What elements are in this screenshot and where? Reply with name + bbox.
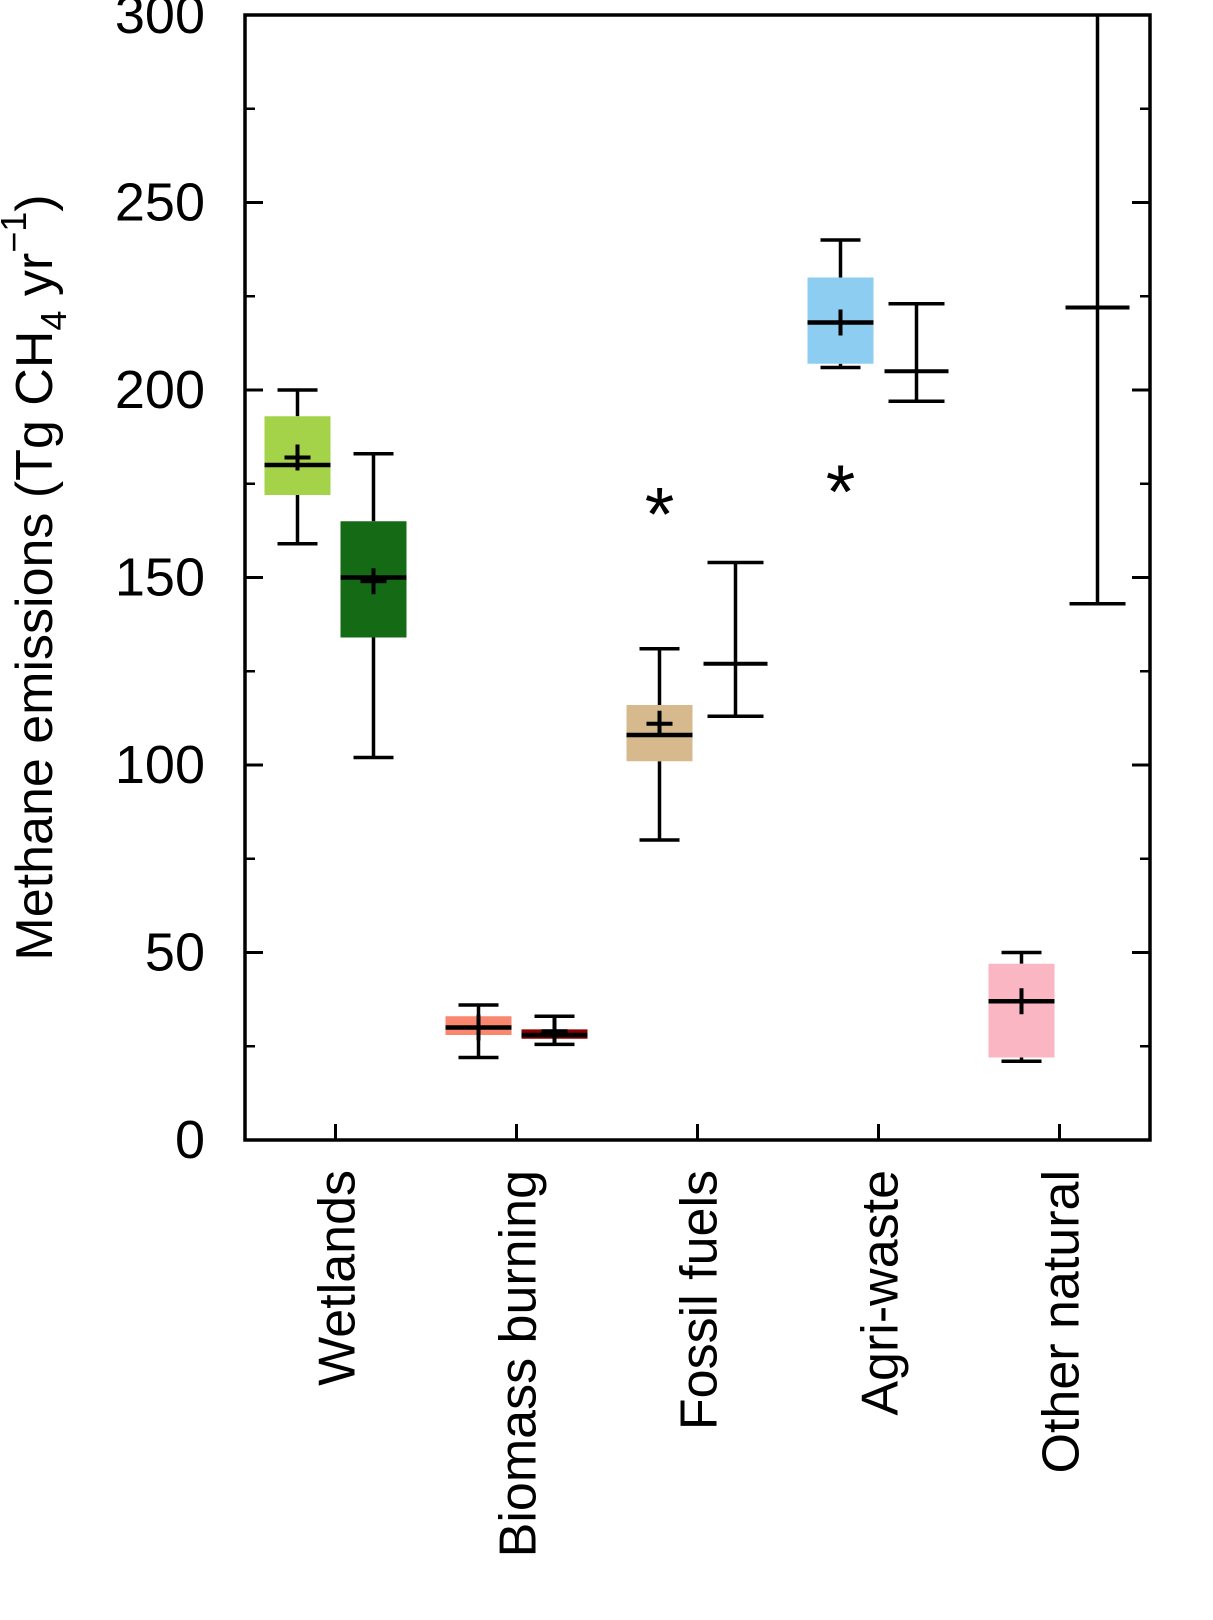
boxplot-biomass-burning-2 [521, 1014, 588, 1047]
y-axis-title: Methane emissions (Tg CH4 yr−1) [0, 194, 74, 960]
errorbar-agri-waste-2 [884, 302, 949, 403]
plot-frame [243, 13, 1152, 1142]
significance-star-agri-waste: * [826, 450, 856, 535]
errorbar-other-natural-2 [1065, 15, 1130, 606]
boxplot-biomass-burning-1 [445, 1003, 512, 1060]
x-tick-label-agri-waste: Agri-waste [852, 1170, 910, 1416]
x-tick-label-other-natural: Other natural [1033, 1170, 1091, 1474]
boxplot-wetlands-1 [264, 388, 331, 546]
y-tick-label: 250 [115, 173, 205, 233]
y-tick-label: 150 [115, 548, 205, 608]
boxplot-agri-waste-1 [807, 238, 874, 370]
x-tick-label-wetlands: Wetlands [309, 1170, 367, 1386]
significance-star-fossil-fuels: * [645, 473, 675, 558]
x-tick-label-biomass-burning: Biomass burning [490, 1170, 548, 1557]
errorbar-fossil-fuels-2 [703, 560, 768, 718]
boxplot-other-natural-1 [988, 950, 1055, 1063]
boxplot-fossil-fuels-1 [626, 647, 693, 842]
x-tick-label-fossil-fuels: Fossil fuels [671, 1170, 729, 1430]
boxplot-wetlands-2 [340, 452, 407, 760]
y-tick-label: 0 [175, 1110, 205, 1170]
y-tick-label: 100 [115, 735, 205, 795]
y-tick-label: 300 [115, 0, 205, 45]
x-axis: Wetlands Biomass burning Fossil fuels Agri-… [309, 1124, 1091, 1557]
y-axis: 0 50 100 150 200 250 300 [115, 0, 1150, 1170]
y-tick-label: 50 [145, 923, 205, 983]
y-tick-label: 200 [115, 360, 205, 420]
